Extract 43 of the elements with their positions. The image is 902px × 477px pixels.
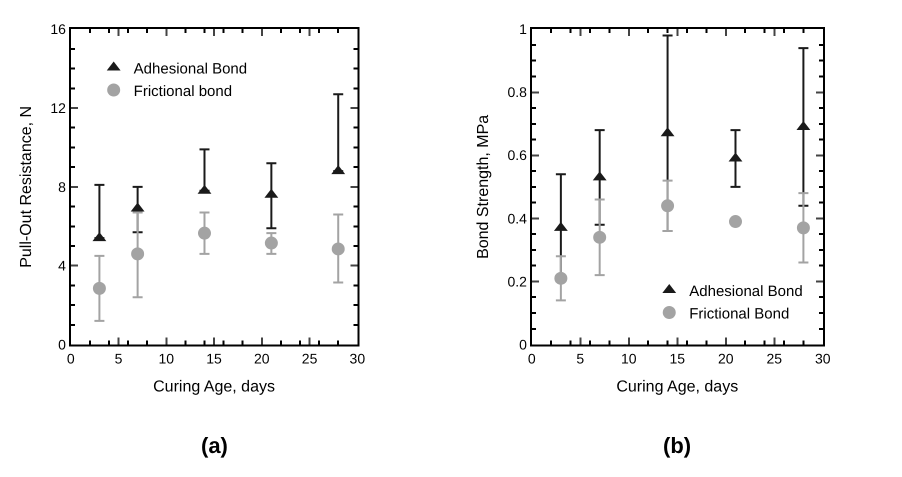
y-tick-label: 0.8 [508,84,528,100]
y-tick-label: 0 [58,336,66,352]
point [92,282,106,295]
x-tick-label: 5 [576,350,584,366]
y-tick-label: 0.2 [508,273,528,290]
y-tick-label: 8 [58,178,66,195]
y-axis-title: Bond Strength, MPa [474,114,492,259]
x-axis-title: Curing Age, days [616,378,738,396]
x-tick-label: 10 [158,350,174,366]
legend-label: Adhesional Bond [689,282,803,300]
text: (b) [663,433,692,458]
x-axis-title: Curing Age, days [153,378,275,396]
point [264,236,278,250]
text: (a) [201,433,228,458]
point [332,242,345,256]
x-tick-label: 30 [815,350,831,366]
y-tick-label: 16 [50,21,66,38]
x-tick-label: 10 [620,350,637,366]
x-tick-label: 20 [254,350,270,366]
point [728,215,742,228]
point [131,247,144,260]
x-tick-label: 5 [114,350,123,366]
y-axis-title: Pull-Out Resistance, N [18,106,35,268]
y-tick-label: 0 [519,336,528,352]
point [554,272,568,285]
x-tick-label: 15 [670,350,686,366]
y-tick-label: 0.6 [508,147,528,164]
point [593,230,606,244]
x-tick-label: 25 [766,350,782,366]
x-tick-label: 30 [350,350,366,366]
y-tick-label: 12 [50,100,66,116]
y-tick-label: 4 [58,258,66,274]
point [661,199,674,212]
x-tick-label: 20 [718,350,734,366]
legend-label: Adhesional Bond [134,60,248,78]
x-tick-label: 15 [206,350,222,366]
y-tick-label: 0.4 [508,210,528,226]
point [796,221,810,234]
y-tick-label: 1 [519,21,528,38]
legend-label: Frictional Bond [689,305,790,322]
legend-label: Frictional bond [134,82,232,100]
point [198,226,211,240]
x-tick-label: 25 [302,350,318,366]
